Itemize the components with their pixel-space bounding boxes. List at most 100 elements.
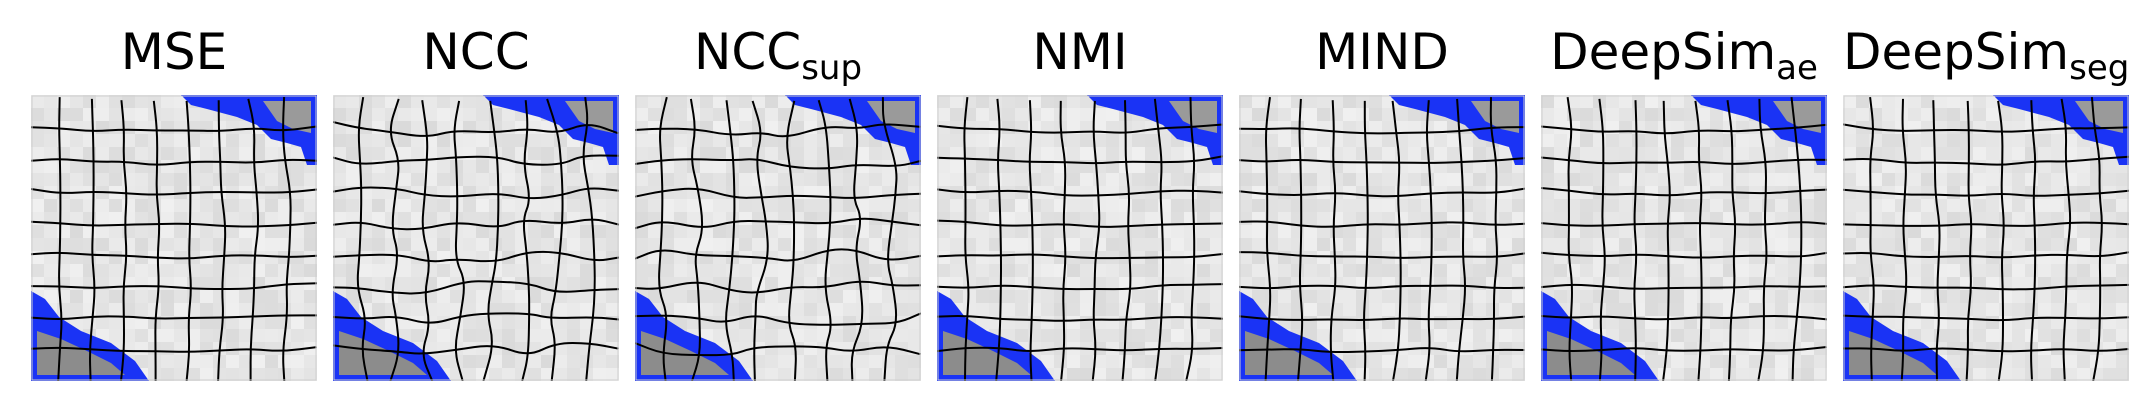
- grid-line-horizontal: [31, 125, 317, 132]
- grid-line-vertical: [848, 98, 864, 381]
- grid-line-horizontal: [1843, 283, 2129, 291]
- grid-line-horizontal: [1239, 315, 1525, 322]
- grid-line-horizontal: [937, 219, 1223, 228]
- grid-line-vertical: [1932, 100, 1941, 381]
- grid-line-horizontal: [1843, 188, 2129, 197]
- grid-line-vertical: [1297, 98, 1304, 381]
- panel-title: DeepSimae: [1550, 23, 1818, 88]
- grid-line-vertical: [521, 100, 531, 381]
- grid-line-horizontal: [1541, 251, 1827, 259]
- grid-line-vertical: [546, 98, 564, 381]
- grid-line-vertical: [1264, 96, 1272, 381]
- grid-line-vertical: [751, 100, 769, 381]
- grid-line-vertical: [1965, 100, 1973, 381]
- deformation-grid-image: [31, 95, 317, 381]
- grid-line-horizontal: [31, 158, 317, 166]
- grid-line-vertical: [356, 96, 369, 381]
- panel-title: MIND: [1315, 23, 1449, 81]
- tile-svg: [1541, 95, 1827, 381]
- grid-line-horizontal: [1843, 155, 2129, 166]
- grid-line-vertical: [995, 98, 1003, 381]
- grid-line-vertical: [881, 97, 898, 381]
- grid-line-horizontal: [333, 154, 619, 166]
- grid-line-vertical: [1363, 100, 1369, 381]
- grid-line-horizontal: [31, 282, 317, 291]
- grid-line-vertical: [1028, 100, 1034, 381]
- deformation-grid-image: [1239, 95, 1525, 381]
- grid-line-vertical: [482, 100, 500, 381]
- grid-line-horizontal: [1843, 251, 2129, 259]
- grid-line-horizontal: [635, 187, 921, 199]
- grid-line-horizontal: [31, 188, 317, 196]
- grid-line-horizontal: [937, 315, 1223, 322]
- grid-line-vertical: [421, 100, 434, 381]
- grid-line-horizontal: [1541, 187, 1827, 197]
- grid-line-vertical: [1997, 100, 2005, 381]
- grid-line-vertical: [963, 96, 970, 381]
- grid-line-horizontal: [1541, 221, 1827, 227]
- grid-line-vertical: [1598, 98, 1606, 381]
- grid-line-vertical: [89, 98, 96, 381]
- deformation-grid-image: [937, 95, 1223, 381]
- grid-line-horizontal: [1239, 347, 1525, 354]
- panel-title: MSE: [120, 23, 228, 81]
- grid-line-horizontal: [1541, 123, 1827, 135]
- grid-line-vertical: [120, 100, 128, 381]
- deformation-grid: [31, 97, 317, 381]
- deformation-grid-image: [1843, 95, 2129, 381]
- deformation-grid: [937, 96, 1223, 381]
- deformation-grid: [1843, 96, 2129, 381]
- grid-line-horizontal: [635, 280, 921, 294]
- grid-line-vertical: [1900, 98, 1908, 381]
- grid-line-horizontal: [1541, 156, 1827, 165]
- grid-line-horizontal: [635, 217, 921, 230]
- grid-line-vertical: [2030, 100, 2037, 381]
- tile-svg: [937, 95, 1223, 381]
- grid-line-vertical: [57, 97, 63, 381]
- grid-line-vertical: [453, 100, 465, 381]
- grid-line-vertical: [247, 98, 260, 381]
- grid-line-horizontal: [937, 283, 1223, 291]
- grid-line-horizontal: [635, 312, 921, 326]
- grid-line-horizontal: [937, 188, 1223, 197]
- tile-svg: [635, 95, 921, 381]
- grid-line-horizontal: [1541, 283, 1827, 290]
- grid-line-vertical: [1726, 100, 1737, 381]
- grid-line-horizontal: [1239, 220, 1525, 228]
- panel-title: NCC: [422, 23, 530, 81]
- grid-line-vertical: [2090, 97, 2103, 381]
- grid-line-horizontal: [635, 248, 921, 262]
- grid-line-vertical: [1121, 100, 1132, 381]
- grid-line-vertical: [1790, 96, 1803, 381]
- grid-line-horizontal: [635, 158, 921, 170]
- deformation-grid: [635, 96, 921, 381]
- grid-line-horizontal: [1843, 123, 2129, 133]
- grid-line-vertical: [725, 100, 736, 381]
- grid-line-vertical: [689, 98, 704, 381]
- grid-line-vertical: [2060, 98, 2072, 381]
- grid-line-horizontal: [333, 250, 619, 263]
- grid-line-vertical: [1153, 98, 1165, 381]
- grid-line-vertical: [1662, 100, 1671, 381]
- tile-svg: [31, 95, 317, 381]
- grid-line-vertical: [1424, 100, 1433, 381]
- grid-line-vertical: [786, 100, 797, 381]
- grid-line-vertical: [1694, 100, 1703, 381]
- panel-title: NCCsup: [693, 23, 863, 88]
- grid-line-vertical: [1185, 97, 1196, 381]
- grid-line-horizontal: [333, 312, 619, 324]
- grid-line-horizontal: [937, 346, 1223, 353]
- deformation-grid: [1239, 96, 1525, 381]
- grid-line-vertical: [1869, 96, 1875, 381]
- grid-line-vertical: [817, 99, 832, 381]
- grid-line-vertical: [1757, 98, 1768, 381]
- deformation-grid-image: [635, 95, 921, 381]
- grid-line-horizontal: [31, 220, 317, 228]
- grid-line-vertical: [1059, 100, 1067, 381]
- grid-line-vertical: [1455, 98, 1467, 381]
- deformation-grid-image: [333, 95, 619, 381]
- grid-line-horizontal: [1239, 187, 1525, 198]
- grid-line-horizontal: [31, 314, 317, 320]
- grid-line-vertical: [658, 96, 668, 381]
- deformation-grid-image: [1541, 95, 1827, 381]
